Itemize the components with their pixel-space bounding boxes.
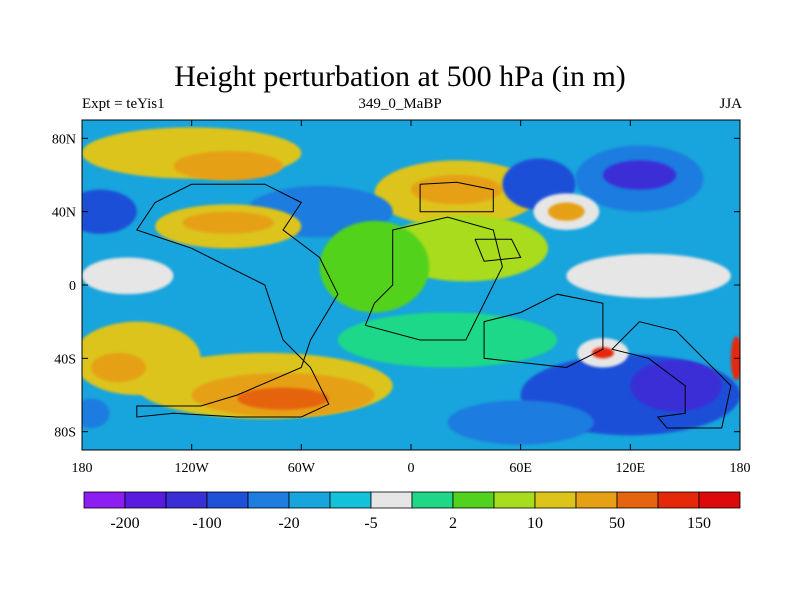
field-region [411, 175, 503, 205]
lat-tick-label: 40S [54, 352, 76, 367]
coastline [474, 238, 522, 262]
colorbar-box [657, 491, 700, 509]
colorbar-label: 10 [527, 515, 543, 532]
colorbar: -200 -100 -20 -5 2 10 50 150 [83, 491, 741, 532]
coastline [419, 181, 494, 213]
field-region [91, 352, 146, 383]
lon-tick-label: 120W [175, 461, 210, 476]
field-region [591, 347, 614, 359]
colorbar-box [698, 491, 741, 509]
coastline [136, 183, 339, 418]
colorbar-label: -200 [110, 515, 139, 532]
colorbar-label: -100 [192, 515, 221, 532]
colorbar-label: -20 [278, 515, 299, 532]
lon-tick-label: 180 [72, 461, 93, 476]
coastlines [136, 181, 732, 429]
right-string: JJA [719, 96, 742, 112]
field-region [237, 387, 329, 410]
colorbar-box [616, 491, 659, 509]
colorbar-box [575, 491, 618, 509]
colorbar-box [165, 491, 208, 509]
lon-tick-label: 180 [730, 461, 751, 476]
colorbar-box [370, 491, 413, 509]
plot-title: Height perturbation at 500 hPa (in m) [174, 60, 626, 93]
colorbar-box [452, 491, 495, 509]
coastline [483, 293, 604, 369]
colorbar-box [206, 491, 249, 509]
lon-tick-label: 60E [509, 461, 532, 476]
coastline [611, 321, 732, 429]
lon-tick-label: 0 [408, 461, 415, 476]
lat-tick-label: 0 [69, 279, 76, 294]
field-region [82, 257, 174, 295]
field-region [82, 398, 110, 428]
colorbar-label: 150 [687, 515, 711, 532]
colorbar-label: -5 [364, 515, 377, 532]
field-region [182, 211, 274, 234]
height-field [82, 120, 740, 450]
left-string: Expt = teYis1 [82, 96, 165, 112]
coastline [364, 216, 503, 341]
axis-ticks: 180 120W 60W 0 60E 120E 180 80N 40N 0 40S 80S [52, 120, 751, 476]
field-region [602, 160, 677, 190]
field-region [630, 360, 722, 412]
colorbar-box [493, 491, 536, 509]
colorbar-box [534, 491, 577, 509]
colorbar-box [288, 491, 331, 509]
colorbar-label: 50 [609, 515, 625, 532]
field-region [548, 202, 585, 221]
lat-tick-label: 40N [52, 206, 76, 221]
field-region [173, 151, 284, 181]
colorbar-label: 2 [449, 515, 457, 532]
lat-tick-label: 80N [52, 132, 76, 147]
field-region [82, 189, 137, 234]
field-region [447, 400, 594, 445]
colorbar-box [83, 491, 126, 509]
lon-tick-label: 60W [288, 461, 316, 476]
field-region [566, 253, 731, 298]
center-string: 349_0_MaBP [358, 96, 442, 112]
colorbar-box [247, 491, 290, 509]
colorbar-box [411, 491, 454, 509]
colorbar-box [329, 491, 372, 509]
field-region [319, 220, 430, 313]
lon-tick-label: 120E [616, 461, 646, 476]
lat-tick-label: 80S [54, 426, 76, 441]
colorbar-box [124, 491, 167, 509]
